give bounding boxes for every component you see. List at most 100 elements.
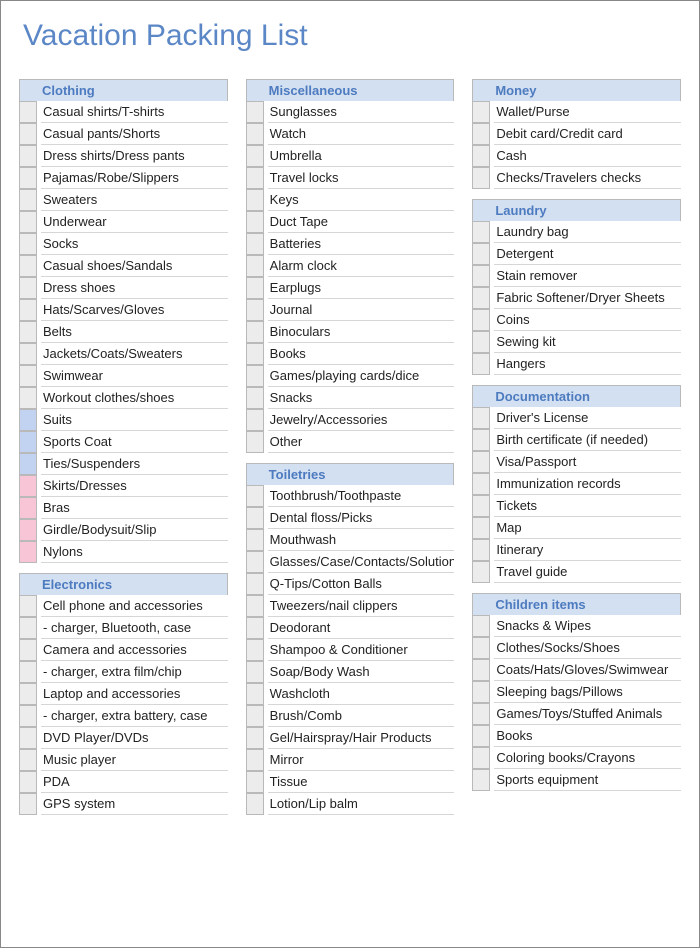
item-label: Shampoo & Conditioner: [268, 639, 455, 661]
checkbox[interactable]: [19, 475, 37, 497]
item-label: Socks: [41, 233, 228, 255]
item-label: Girdle/Bodysuit/Slip: [41, 519, 228, 541]
item-label: Cell phone and accessories: [41, 595, 228, 617]
checkbox[interactable]: [472, 309, 490, 331]
checkbox[interactable]: [19, 727, 37, 749]
checkbox[interactable]: [246, 277, 264, 299]
item-label: Sunglasses: [268, 101, 455, 123]
checkbox[interactable]: [19, 453, 37, 475]
checkbox[interactable]: [472, 287, 490, 309]
checkbox[interactable]: [472, 167, 490, 189]
checkbox[interactable]: [19, 409, 37, 431]
checkbox[interactable]: [246, 683, 264, 705]
item-label: Tissue: [268, 771, 455, 793]
checkbox[interactable]: [246, 771, 264, 793]
checkbox[interactable]: [19, 749, 37, 771]
checkbox[interactable]: [246, 387, 264, 409]
checkbox[interactable]: [472, 353, 490, 375]
checkbox[interactable]: [19, 277, 37, 299]
checkbox[interactable]: [472, 473, 490, 495]
checkbox[interactable]: [472, 331, 490, 353]
checkbox[interactable]: [472, 123, 490, 145]
checkbox[interactable]: [19, 661, 37, 683]
checkbox[interactable]: [246, 661, 264, 683]
checkbox[interactable]: [472, 451, 490, 473]
checkbox[interactable]: [19, 771, 37, 793]
checkbox[interactable]: [246, 145, 264, 167]
checkbox[interactable]: [472, 407, 490, 429]
checkbox[interactable]: [19, 639, 37, 661]
checkbox[interactable]: [246, 409, 264, 431]
checkbox[interactable]: [246, 299, 264, 321]
checkbox[interactable]: [472, 243, 490, 265]
checkbox[interactable]: [19, 519, 37, 541]
checkbox[interactable]: [19, 233, 37, 255]
checkbox[interactable]: [472, 221, 490, 243]
checkbox[interactable]: [246, 639, 264, 661]
checklist-row: Wallet/Purse: [472, 101, 681, 123]
checkbox[interactable]: [19, 541, 37, 563]
checkbox[interactable]: [246, 529, 264, 551]
checkbox[interactable]: [472, 145, 490, 167]
checkbox[interactable]: [246, 705, 264, 727]
checkbox[interactable]: [246, 343, 264, 365]
checkbox[interactable]: [246, 617, 264, 639]
checkbox[interactable]: [472, 101, 490, 123]
checkbox[interactable]: [472, 517, 490, 539]
checkbox[interactable]: [246, 595, 264, 617]
checkbox[interactable]: [246, 749, 264, 771]
checkbox[interactable]: [19, 705, 37, 727]
checkbox[interactable]: [246, 123, 264, 145]
checkbox[interactable]: [472, 265, 490, 287]
checkbox[interactable]: [246, 793, 264, 815]
checkbox[interactable]: [19, 189, 37, 211]
checkbox[interactable]: [246, 255, 264, 277]
checkbox[interactable]: [246, 485, 264, 507]
checkbox[interactable]: [246, 573, 264, 595]
checkbox[interactable]: [246, 189, 264, 211]
checkbox[interactable]: [246, 321, 264, 343]
checkbox[interactable]: [19, 101, 37, 123]
checkbox[interactable]: [246, 233, 264, 255]
checkbox[interactable]: [472, 703, 490, 725]
checkbox[interactable]: [246, 507, 264, 529]
checkbox[interactable]: [19, 365, 37, 387]
checkbox[interactable]: [19, 497, 37, 519]
checkbox[interactable]: [19, 211, 37, 233]
checkbox[interactable]: [246, 101, 264, 123]
checkbox[interactable]: [19, 793, 37, 815]
checkbox[interactable]: [19, 431, 37, 453]
checkbox[interactable]: [19, 617, 37, 639]
checkbox[interactable]: [472, 637, 490, 659]
checkbox[interactable]: [19, 321, 37, 343]
checkbox[interactable]: [19, 299, 37, 321]
checkbox[interactable]: [246, 551, 264, 573]
checklist-row: Coins: [472, 309, 681, 331]
checkbox[interactable]: [246, 211, 264, 233]
checkbox[interactable]: [472, 681, 490, 703]
checkbox[interactable]: [246, 431, 264, 453]
checkbox[interactable]: [246, 167, 264, 189]
checklist-row: PDA: [19, 771, 228, 793]
checkbox[interactable]: [246, 365, 264, 387]
checkbox[interactable]: [19, 595, 37, 617]
checkbox[interactable]: [19, 683, 37, 705]
checkbox[interactable]: [472, 561, 490, 583]
checkbox[interactable]: [19, 123, 37, 145]
checkbox[interactable]: [19, 167, 37, 189]
checkbox[interactable]: [472, 747, 490, 769]
checkbox[interactable]: [472, 725, 490, 747]
checkbox[interactable]: [472, 429, 490, 451]
checkbox[interactable]: [246, 727, 264, 749]
checkbox[interactable]: [19, 343, 37, 365]
checklist-row: Casual shoes/Sandals: [19, 255, 228, 277]
checkbox[interactable]: [472, 615, 490, 637]
checkbox[interactable]: [19, 145, 37, 167]
checkbox[interactable]: [472, 769, 490, 791]
checkbox[interactable]: [19, 387, 37, 409]
checkbox[interactable]: [472, 659, 490, 681]
checkbox[interactable]: [472, 495, 490, 517]
checklist-row: Books: [472, 725, 681, 747]
checkbox[interactable]: [19, 255, 37, 277]
checkbox[interactable]: [472, 539, 490, 561]
